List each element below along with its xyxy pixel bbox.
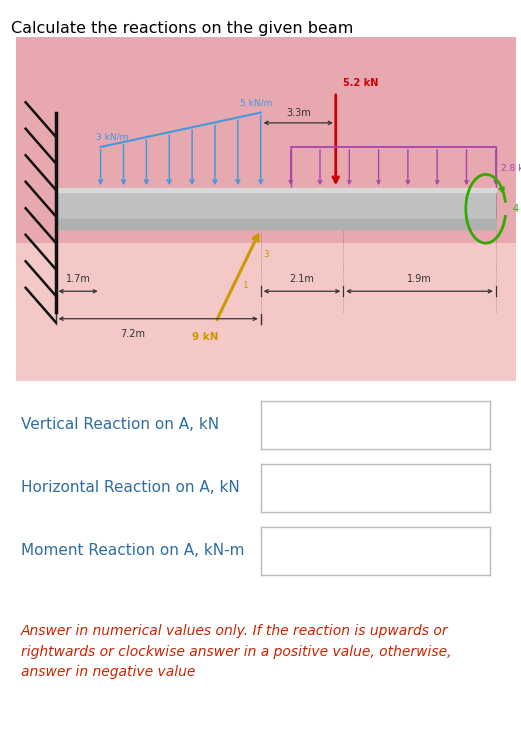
Bar: [16, 37, 516, 243]
Text: 3 kN/m: 3 kN/m: [96, 133, 128, 142]
Text: 9 kN: 9 kN: [192, 333, 219, 342]
Text: Answer in numerical values only. If the reaction is upwards or
rightwards or clo: Answer in numerical values only. If the …: [21, 624, 451, 678]
Text: Moment Reaction on A, kN-m: Moment Reaction on A, kN-m: [21, 543, 244, 558]
Text: 4 kN-m: 4 kN-m: [513, 204, 521, 214]
Bar: [56, 188, 496, 229]
Text: 5.2 kN: 5.2 kN: [343, 78, 379, 89]
Text: Horizontal Reaction on A, kN: Horizontal Reaction on A, kN: [21, 480, 240, 495]
Text: 3.3m: 3.3m: [286, 108, 311, 118]
Text: 1.9m: 1.9m: [407, 274, 432, 285]
Text: Calculate the reactions on the given beam: Calculate the reactions on the given bea…: [11, 21, 354, 35]
Text: 7.2m: 7.2m: [121, 329, 146, 339]
Text: 2.8 kN/m: 2.8 kN/m: [501, 163, 521, 172]
Text: 2.1m: 2.1m: [290, 274, 314, 285]
Text: 3: 3: [263, 250, 269, 259]
Text: 1.7m: 1.7m: [66, 274, 91, 285]
Text: 1: 1: [243, 281, 249, 290]
Text: Vertical Reaction on A, kN: Vertical Reaction on A, kN: [21, 418, 219, 432]
Text: 5 kN/m: 5 kN/m: [240, 98, 272, 107]
